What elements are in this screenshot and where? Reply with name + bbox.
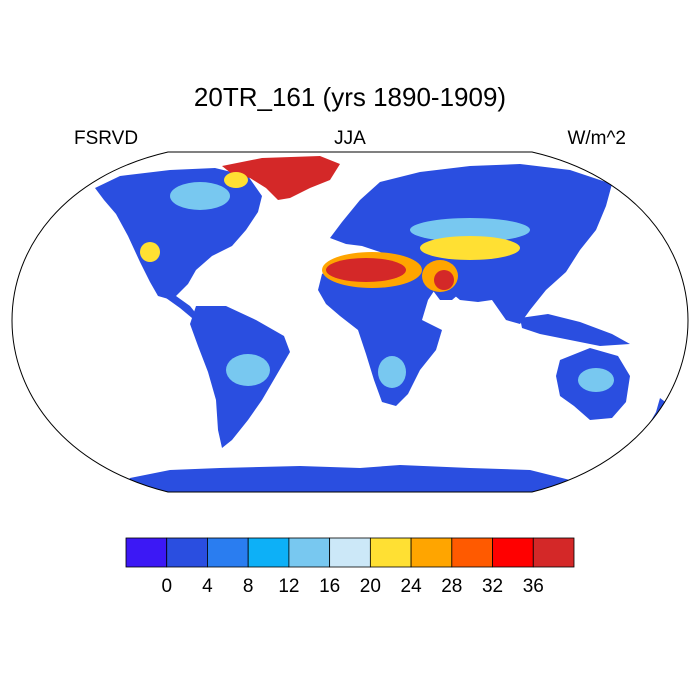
shading-warm xyxy=(140,172,520,262)
variable-label: FSRVD xyxy=(74,128,139,149)
colorbar-swatch xyxy=(166,537,208,568)
colorbar-swatch xyxy=(532,537,575,568)
colorbar-tick-label: 24 xyxy=(401,576,423,597)
colorbar-tick-label: 28 xyxy=(441,576,462,597)
colorbar-swatch xyxy=(410,537,453,568)
colorbar-tick-label: 4 xyxy=(202,576,213,597)
globe-outline xyxy=(11,151,689,493)
se-asia-islands xyxy=(520,314,630,346)
colorbar-swatch xyxy=(451,537,493,568)
colorbar-swatch xyxy=(329,537,371,568)
shading-hot xyxy=(326,258,454,290)
africa xyxy=(318,252,442,406)
central-america xyxy=(156,288,198,318)
colorbar-tick-label: 36 xyxy=(523,576,544,597)
colorbar-tick-label: 12 xyxy=(278,576,299,597)
colorbar-swatch xyxy=(247,537,290,568)
colorbar-tick-label: 0 xyxy=(161,576,172,597)
colorbar-tick-label: 16 xyxy=(319,576,340,597)
shading-moderate xyxy=(170,182,614,392)
map-title: 20TR_161 (yrs 1890-1909) xyxy=(193,82,507,112)
antarctica xyxy=(120,465,580,492)
colorbar-swatch xyxy=(125,537,168,568)
colorbar-swatch xyxy=(288,537,331,568)
colorbar-tick-label: 32 xyxy=(482,576,503,597)
units-label: W/m^2 xyxy=(567,128,626,149)
colorbar-tick-label: 8 xyxy=(243,576,254,597)
colorbar-swatch xyxy=(207,537,249,568)
greenland xyxy=(222,156,340,200)
colorbar-tick-label: 20 xyxy=(360,576,381,597)
colorbar-swatch xyxy=(492,537,534,568)
colorbar-swatch xyxy=(369,537,412,568)
season-label: JJA xyxy=(334,128,366,149)
